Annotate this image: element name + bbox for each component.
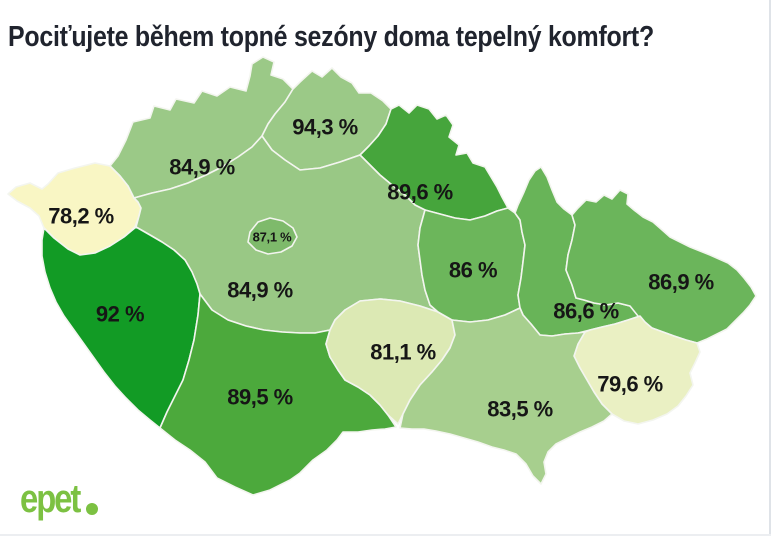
- region-praha: [247, 217, 298, 255]
- region-plzensky-value-label: 92 %: [96, 302, 144, 327]
- epet-logo-text: epet: [20, 477, 81, 521]
- region-ustecky-value-label: 84,9 %: [169, 155, 235, 180]
- region-moravskoslezsky-shape: [565, 189, 757, 344]
- region-jihomoravsky: [399, 307, 613, 485]
- region-olomoucky-value-label: 86,6 %: [553, 299, 619, 324]
- epet-logo-dot-icon: [86, 503, 99, 515]
- region-jihocesky-shape: [159, 293, 397, 496]
- region-karlovarsky-value-label: 78,2 %: [48, 204, 114, 229]
- page-title: Pociťujete během topné sezóny doma tepel…: [8, 21, 654, 53]
- region-moravskoslezsky: [565, 189, 757, 344]
- region-pardubicky-value-label: 86 %: [449, 258, 497, 283]
- window-bottom-edge: [0, 534, 771, 536]
- region-praha-value-label: 87,1 %: [253, 230, 292, 245]
- region-plzensky: [41, 226, 201, 429]
- region-jihocesky-value-label: 89,5 %: [227, 385, 293, 410]
- region-jihomoravsky-shape: [399, 307, 613, 485]
- region-moravskoslezsky-value-label: 86,9 %: [648, 270, 714, 295]
- region-vysocina-value-label: 81,1 %: [370, 340, 436, 365]
- region-jihocesky: [159, 293, 397, 496]
- region-plzensky-shape: [41, 226, 201, 429]
- region-praha-shape: [247, 217, 298, 255]
- epet-logo: epet: [20, 477, 99, 521]
- region-kralovehradecky-value-label: 89,6 %: [387, 180, 453, 205]
- region-stredocesky-value-label: 84,9 %: [227, 278, 293, 303]
- region-liberecky-value-label: 94,3 %: [292, 115, 358, 140]
- region-zlinsky-value-label: 79,6 %: [597, 372, 663, 397]
- window-right-edge: [769, 0, 771, 536]
- region-jihomoravsky-value-label: 83,5 %: [487, 397, 553, 422]
